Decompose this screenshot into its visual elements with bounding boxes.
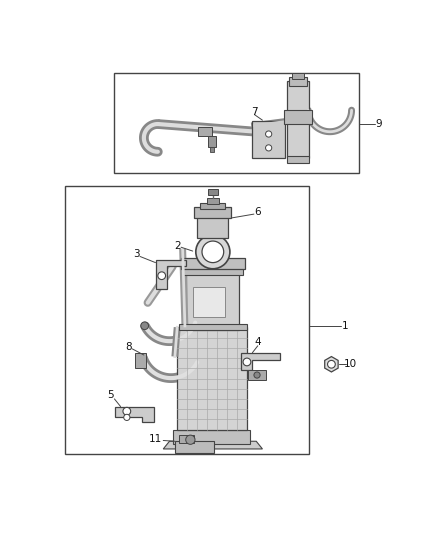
Text: 11: 11 (149, 434, 162, 444)
Bar (201, 203, 225, 209)
Bar (175, 441, 214, 453)
Text: 8: 8 (125, 342, 132, 352)
Bar (114, 73, 359, 173)
Circle shape (265, 145, 272, 151)
Bar (177, 327, 247, 430)
Bar (208, 189, 218, 195)
Bar (193, 287, 225, 317)
Text: 10: 10 (344, 359, 357, 369)
Circle shape (196, 235, 230, 269)
Circle shape (254, 372, 260, 378)
Text: 6: 6 (254, 207, 261, 217)
Bar (210, 147, 214, 152)
Polygon shape (241, 353, 279, 370)
Bar (287, 81, 309, 158)
Text: 2: 2 (174, 241, 180, 251)
Bar (179, 324, 247, 330)
Bar (173, 430, 250, 443)
Bar (187, 272, 239, 329)
Text: 1: 1 (342, 321, 349, 331)
Circle shape (124, 414, 130, 421)
Circle shape (123, 407, 131, 415)
Text: 9: 9 (375, 119, 382, 129)
Circle shape (328, 360, 336, 368)
Polygon shape (325, 357, 338, 372)
Bar (248, 370, 265, 379)
Text: 3: 3 (133, 249, 139, 259)
Text: 4: 4 (254, 337, 261, 347)
Polygon shape (155, 260, 187, 289)
Bar (198, 127, 212, 136)
Bar (135, 353, 146, 368)
Bar (284, 110, 312, 124)
Text: 5: 5 (107, 390, 114, 400)
Bar (179, 435, 194, 443)
Bar (198, 215, 228, 238)
Bar (183, 267, 243, 275)
Bar (292, 73, 304, 79)
Circle shape (265, 131, 272, 137)
Bar (289, 77, 307, 86)
Circle shape (186, 435, 195, 445)
Bar (194, 207, 231, 218)
Polygon shape (115, 407, 154, 422)
Bar (181, 258, 245, 269)
Bar (207, 198, 219, 204)
Circle shape (243, 358, 251, 366)
Polygon shape (163, 441, 262, 449)
Text: 7: 7 (251, 107, 258, 117)
Circle shape (158, 272, 166, 280)
Bar (208, 136, 216, 147)
Bar (65, 185, 309, 454)
Bar (252, 121, 285, 158)
Circle shape (141, 322, 148, 329)
Bar (287, 156, 309, 163)
Circle shape (202, 241, 224, 263)
